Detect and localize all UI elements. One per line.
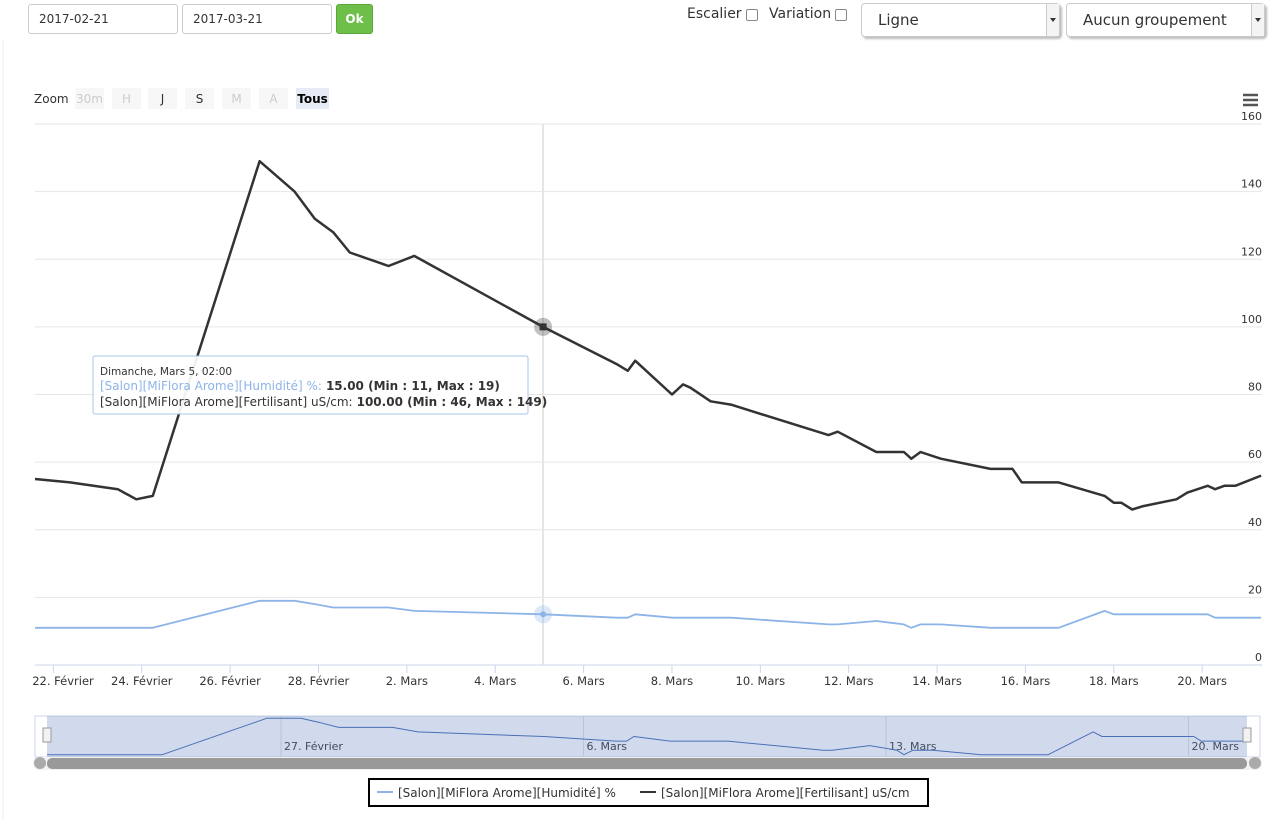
y-tick-label: 20	[1248, 583, 1262, 596]
x-tick-label: 16. Mars	[1001, 674, 1051, 688]
zoom-button-label: S	[196, 92, 204, 106]
stairs-option: Escalier	[687, 6, 758, 22]
scrollbar-thumb[interactable]	[47, 758, 1247, 769]
variation-checkbox[interactable]	[835, 9, 848, 21]
select-caret	[1251, 4, 1264, 36]
chart-type-value: Ligne	[878, 11, 919, 29]
y-tick-label: 80	[1248, 381, 1262, 394]
stairs-label: Escalier	[687, 6, 742, 22]
zoom-button-label: J	[160, 92, 165, 106]
x-tick-label: 8. Mars	[651, 674, 693, 688]
navigator-tick-label: 6. Mars	[587, 740, 628, 753]
navigator-tick-label: 20. Mars	[1191, 740, 1239, 753]
zoom-button	[222, 88, 251, 109]
x-tick-label: 4. Mars	[474, 674, 516, 688]
zoom-button	[75, 88, 104, 109]
start-date-input[interactable]: 2017-02-21	[28, 4, 178, 34]
variation-label: Variation	[769, 6, 832, 22]
series-line	[35, 599, 1262, 629]
legend-label[interactable]: [Salon][MiFlora Arome][Humidité] %	[398, 786, 616, 800]
zoom-button[interactable]	[148, 88, 177, 109]
x-tick-label: 18. Mars	[1089, 674, 1139, 688]
x-tick-label: 26. Février	[199, 674, 261, 688]
end-date-input[interactable]: 2017-03-21	[182, 4, 332, 34]
tooltip-series: [Salon][MiFlora Arome][Humidité] %:	[100, 379, 322, 393]
hover-marker	[539, 323, 547, 331]
zoom-button[interactable]	[185, 88, 214, 109]
navigator-handle[interactable]	[42, 727, 52, 743]
zoom-button	[112, 88, 141, 109]
legend-label[interactable]: [Salon][MiFlora Arome][Fertilisant] uS/c…	[661, 786, 910, 800]
navigator-line	[47, 717, 1247, 756]
tooltip-title: Dimanche, Mars 5, 02:00	[100, 366, 232, 378]
x-tick-label: 12. Mars	[824, 674, 874, 688]
menu-icon[interactable]	[1243, 93, 1258, 107]
y-tick-label: 60	[1248, 448, 1262, 461]
y-tick-label: 160	[1241, 110, 1262, 123]
stairs-checkbox[interactable]	[745, 9, 758, 21]
zoom-button-label: A	[269, 92, 278, 106]
y-tick-label: 40	[1248, 516, 1262, 529]
y-tick-label: 100	[1241, 313, 1262, 326]
y-tick-label: 140	[1241, 178, 1262, 191]
ok-button[interactable]: Ok	[336, 4, 373, 34]
tooltip-row: [Salon][MiFlora Arome][Humidité] %: 15.00…	[100, 379, 500, 393]
navigator-selection	[47, 716, 1247, 757]
zoom-button-label: Tous	[297, 92, 328, 106]
tooltip-row: [Salon][MiFlora Arome][Fertilisant] uS/c…	[100, 395, 547, 409]
select-caret	[1046, 4, 1059, 36]
x-tick-label: 20. Mars	[1177, 674, 1227, 688]
zoom-button-label: 30m	[76, 92, 103, 106]
x-tick-label: 2. Mars	[386, 674, 428, 688]
zoom-button-label: M	[231, 92, 241, 106]
y-tick-label: 0	[1255, 651, 1262, 664]
grouping-select[interactable]: Aucun groupement	[1066, 3, 1265, 37]
tooltip-value: 15.00 (Min : 11, Max : 19)	[326, 379, 500, 393]
x-tick-label: 6. Mars	[562, 674, 604, 688]
navigator-tick-label: 27. Février	[284, 740, 343, 753]
y-tick-label: 120	[1241, 245, 1262, 258]
variation-option: Variation	[769, 6, 848, 22]
tooltip-box	[92, 355, 529, 415]
tooltip-series: [Salon][MiFlora Arome][Fertilisant] uS/c…	[100, 395, 353, 409]
zoom-button	[259, 88, 288, 109]
hover-marker	[540, 611, 547, 618]
scrollbar-right-button[interactable]	[1249, 757, 1261, 769]
x-tick-label: 14. Mars	[912, 674, 962, 688]
chart-type-select[interactable]: Ligne	[861, 3, 1060, 37]
navigator-handle[interactable]	[1242, 727, 1252, 743]
tooltip-value: 100.00 (Min : 46, Max : 149)	[357, 395, 548, 409]
x-tick-label: 22. Février	[32, 674, 94, 688]
x-tick-label: 28. Février	[288, 674, 350, 688]
zoom-label: Zoom	[34, 92, 69, 106]
x-tick-label: 24. Février	[111, 674, 173, 688]
grouping-value: Aucun groupement	[1083, 11, 1227, 29]
navigator-background	[34, 715, 1261, 758]
series-line	[34, 159, 1262, 511]
zoom-button[interactable]	[296, 88, 329, 109]
zoom-button-label: H	[122, 92, 131, 106]
x-tick-label: 10. Mars	[736, 674, 786, 688]
scrollbar-left-button[interactable]	[34, 757, 46, 769]
